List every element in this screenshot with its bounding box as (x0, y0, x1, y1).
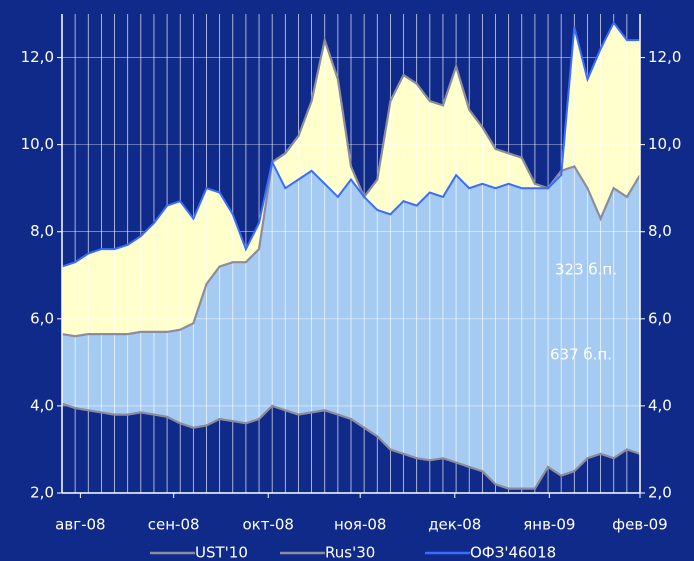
y2-tick-label: 6,0 (648, 309, 672, 327)
y2-tick-label: 10,0 (648, 135, 681, 153)
x-tick-label: янв-09 (523, 516, 575, 534)
y-tick-label: 12,0 (21, 48, 54, 66)
x-tick-label: окт-08 (242, 516, 293, 534)
x-tick-label: авг-08 (55, 516, 105, 534)
y-tick-label: 6,0 (30, 309, 54, 327)
x-tick-label: сен-08 (148, 516, 200, 534)
y2-tick-label: 4,0 (648, 396, 672, 414)
x-tick-label: дек-08 (428, 516, 481, 534)
x-tick-label: ноя-08 (334, 516, 387, 534)
x-tick-label: фев-09 (612, 516, 667, 534)
series-line (61, 35, 641, 338)
y2-tick-label: 12,0 (648, 48, 681, 66)
legend-label: ОФЗ'46018 (470, 544, 556, 561)
legend-label: UST'10 (195, 544, 248, 561)
y2-tick-label: 8,0 (648, 222, 672, 240)
y-tick-label: 2,0 (30, 484, 54, 502)
y2-tick-label: 2,0 (648, 484, 672, 502)
annotation: 637 б.п. (550, 346, 612, 364)
annotation: 323 б.п. (555, 261, 617, 279)
series-line (61, 402, 641, 490)
series-line (61, 20, 640, 268)
y-tick-label: 8,0 (30, 222, 54, 240)
legend-label: Rus'30 (325, 544, 375, 561)
y-tick-label: 10,0 (21, 135, 54, 153)
y-tick-label: 4,0 (30, 396, 54, 414)
